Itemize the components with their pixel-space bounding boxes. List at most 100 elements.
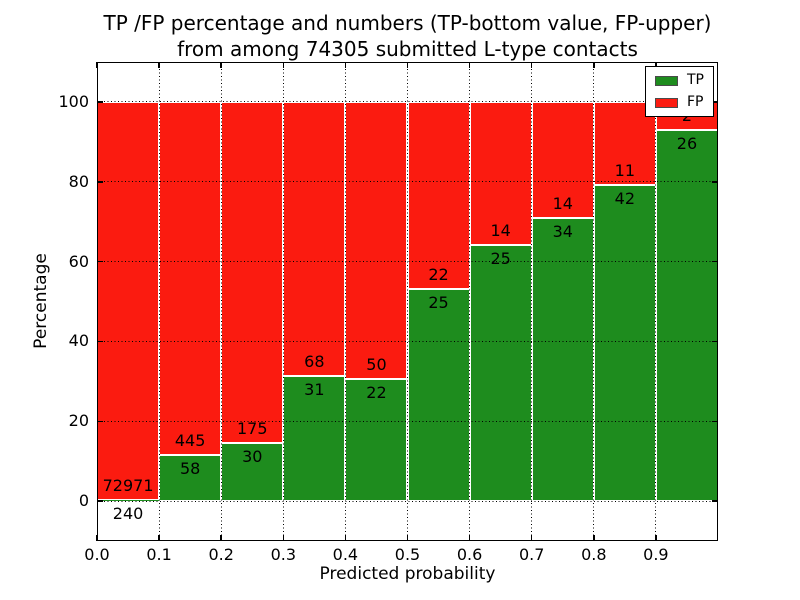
x-tick-mark: [96, 535, 98, 541]
vertical-gridline: [531, 62, 533, 541]
horizontal-gridline: [97, 500, 718, 502]
y-tick-mark: [712, 181, 718, 183]
x-tick-mark: [593, 535, 595, 541]
x-tick-mark: [468, 62, 471, 68]
tp-bar-segment: [97, 499, 160, 502]
x-tick-mark: [530, 62, 533, 68]
x-tick-label: 0.9: [643, 545, 669, 564]
x-tick-mark: [158, 62, 160, 68]
fp-count-label: 14: [552, 194, 573, 214]
tp-count-label: 42: [614, 188, 636, 208]
y-tick-mark: [712, 260, 718, 263]
vertical-gridline: [469, 62, 471, 541]
x-tick-label: 0.2: [208, 545, 234, 564]
x-tick-label: 0.6: [456, 545, 483, 564]
tp-bar-segment: [469, 245, 532, 502]
fp-bar-segment: [159, 101, 222, 456]
vertical-gridline: [158, 62, 160, 541]
horizontal-gridline: [97, 181, 718, 183]
tp-bar-segment: [221, 442, 284, 502]
y-tick-mark: [97, 340, 103, 343]
y-tick-mark: [97, 420, 103, 422]
tp-bar-segment: [655, 130, 718, 502]
x-tick-mark: [406, 62, 409, 68]
vertical-gridline: [220, 62, 222, 541]
tp-bar-segment: [345, 378, 408, 502]
y-tick-mark: [712, 420, 718, 422]
tp-bar-segment: [283, 376, 346, 502]
fp-legend-label: FP: [687, 94, 704, 110]
y-tick-label: 60: [68, 251, 89, 271]
tp-count-label: 30: [242, 446, 263, 466]
chart-title-line2: from among 74305 submitted L-type contac…: [177, 37, 638, 61]
tp-count-label: 58: [179, 459, 201, 479]
x-tick-mark: [282, 535, 285, 541]
vertical-gridline: [282, 62, 284, 541]
tp-legend-swatch: [655, 75, 678, 86]
x-tick-mark: [344, 535, 347, 541]
x-tick-mark: [593, 62, 595, 68]
fp-count-label: 445: [174, 431, 206, 451]
y-tick-mark: [97, 101, 103, 103]
x-tick-label: 0.1: [146, 545, 172, 564]
chart-title-line1: TP /FP percentage and numbers (TP-bottom…: [103, 11, 712, 35]
tp-bar-segment: [159, 455, 222, 502]
x-tick-mark: [655, 535, 657, 541]
chart-title: TP /FP percentage and numbers (TP-bottom…: [97, 10, 718, 62]
x-tick-mark: [344, 62, 347, 68]
tp-count-label: 240: [112, 503, 144, 523]
fp-count-label: 11: [614, 160, 636, 180]
x-axis-label: Predicted probability: [319, 564, 496, 584]
plot-area: 72971 240 445 58 175 30 68 31 50 22 22 25 14 25 14 34 11…: [96, 62, 718, 541]
y-tick-label: 40: [68, 331, 89, 351]
y-tick-mark: [712, 101, 718, 103]
fp-count-label: 14: [490, 221, 511, 241]
vertical-gridline: [593, 62, 595, 541]
bar-labels-layer: 72971 240 445 58 175 30 68 31 50 22 22 25 14 25 14 34 11…: [97, 62, 718, 541]
x-tick-mark: [96, 62, 98, 68]
x-tick-mark: [406, 535, 409, 541]
x-tick-mark: [282, 62, 285, 68]
horizontal-gridline: [97, 101, 718, 103]
fp-count-label: 175: [236, 418, 268, 438]
vertical-gridline: [655, 62, 657, 541]
y-tick-mark: [712, 340, 718, 343]
fp-count-label: 72971: [102, 475, 154, 495]
tp-count-label: 22: [366, 382, 387, 402]
horizontal-gridline: [97, 261, 718, 263]
fp-bar-segment: [469, 101, 532, 246]
fp-bar-segment: [221, 101, 284, 443]
y-tick-label: 0: [78, 491, 89, 511]
legend-item-fp: FP: [655, 95, 704, 110]
grid-layer: [97, 62, 718, 541]
x-tick-label: 0.3: [270, 545, 297, 564]
x-tick-mark: [220, 62, 222, 68]
tp-count-label: 34: [552, 222, 573, 242]
x-tick-label: 0.7: [518, 545, 545, 564]
y-tick-mark: [97, 260, 103, 263]
tp-count-label: 25: [428, 292, 449, 312]
tp-bar-segment: [593, 184, 656, 502]
fp-count-label: 22: [428, 264, 449, 284]
tp-bar-segment: [531, 218, 594, 502]
y-tick-mark: [97, 500, 103, 502]
fp-bar-segment: [345, 101, 408, 379]
tp-count-label: 26: [676, 134, 698, 154]
y-tick-mark: [97, 181, 103, 183]
x-tick-mark: [468, 535, 471, 541]
x-tick-mark: [655, 62, 657, 68]
tp-count-label: 25: [490, 249, 511, 269]
fp-legend-swatch: [655, 97, 678, 108]
bars-layer: [97, 62, 718, 541]
tp-count-label: 31: [304, 380, 325, 400]
y-tick-label: 80: [68, 171, 89, 191]
y-tick-label: 100: [58, 91, 89, 111]
tp-bar-segment: [407, 288, 470, 502]
x-tick-label: 0.0: [84, 545, 110, 564]
ticks-layer: [96, 62, 718, 541]
y-tick-mark: [712, 500, 718, 502]
x-tick-mark: [158, 535, 160, 541]
vertical-gridline: [407, 62, 408, 541]
x-tick-label: 0.8: [581, 545, 607, 564]
